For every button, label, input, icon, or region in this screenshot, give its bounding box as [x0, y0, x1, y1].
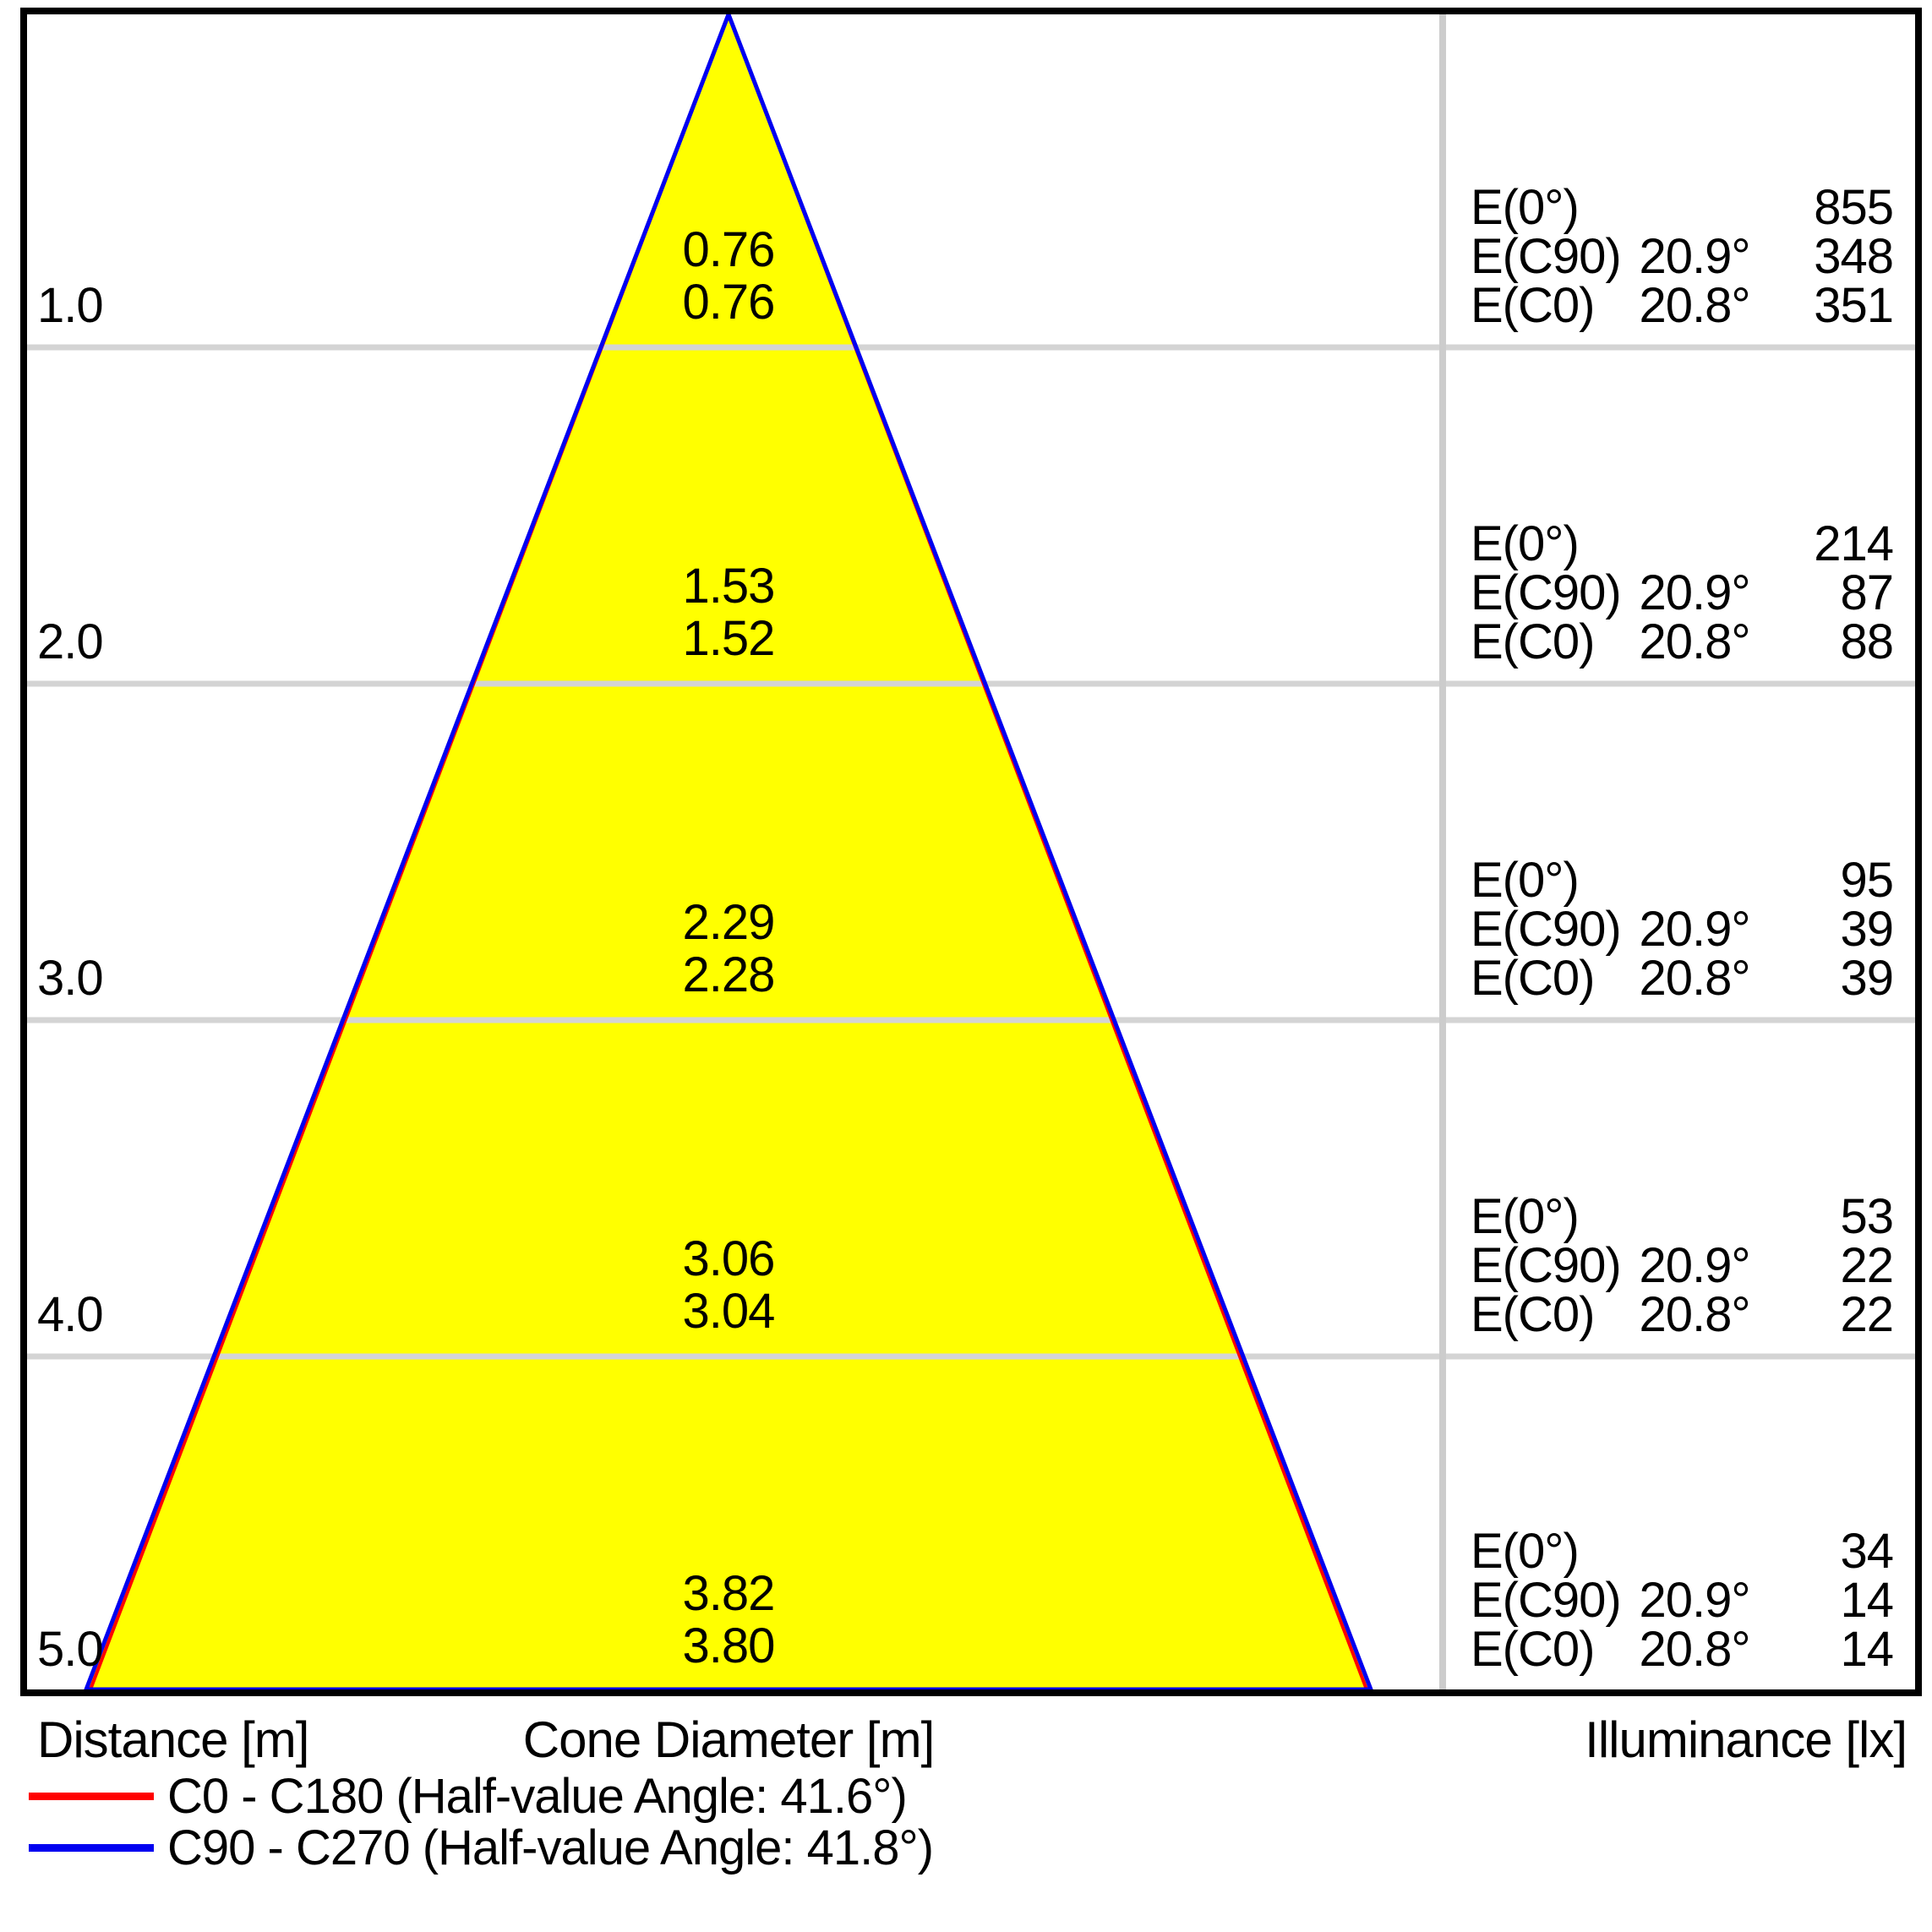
ec0-angle: 20.8°: [1639, 1622, 1750, 1677]
cone-diameter-values: 3.82 3.80: [475, 1568, 982, 1673]
ec90-value: 39: [1840, 902, 1894, 957]
ec0-angle: 20.8°: [1639, 278, 1750, 333]
ec90-line: E(C90) 20.9° 39: [1471, 902, 1894, 957]
ec90-line: E(C90) 20.9° 22: [1471, 1238, 1894, 1293]
distance-label: 2.0: [37, 614, 104, 669]
legend-label-c90-c270: C90 - C270 (Half-value Angle: 41.8°): [167, 1820, 934, 1875]
distance-label: 5.0: [37, 1622, 104, 1677]
ec90-value: 348: [1814, 229, 1894, 284]
e0-label: E(0°): [1471, 516, 1580, 571]
distance-label: 1.0: [37, 278, 104, 333]
e0-line: E(0°) 855: [1471, 180, 1894, 235]
illuminance-cell: E(0°) 53 E(C90) 20.9° 22 E(C0) 20.8° 22: [1471, 1189, 1894, 1342]
ec90-angle: 20.9°: [1639, 902, 1750, 957]
illuminance-cell: E(0°) 95 E(C90) 20.9° 39 E(C0) 20.8° 39: [1471, 853, 1894, 1006]
ec0-line: E(C0) 20.8° 88: [1471, 614, 1894, 669]
illuminance-cell: E(0°) 855 E(C90) 20.9° 348 E(C0) 20.8° 3…: [1471, 180, 1894, 333]
illuminance-axis-label: Illuminance [lx]: [1585, 1711, 1907, 1768]
e0-label: E(0°): [1471, 853, 1580, 908]
cone-diameter-c0-value: 2.28: [682, 947, 776, 1002]
ec0-line: E(C0) 20.8° 14: [1471, 1622, 1894, 1677]
ec90-value: 22: [1840, 1238, 1894, 1293]
distance-label: 3.0: [37, 951, 104, 1006]
e0-line: E(0°) 214: [1471, 516, 1894, 571]
e0-label: E(0°): [1471, 1524, 1580, 1579]
ec90-angle: 20.9°: [1639, 229, 1750, 284]
ec0-angle: 20.8°: [1639, 614, 1750, 669]
e0-value: 855: [1814, 180, 1894, 235]
ec0-value: 14: [1840, 1622, 1894, 1677]
legend-swatch-c0-c180: [29, 1793, 154, 1800]
ec90-label: E(C90): [1471, 565, 1622, 620]
distance-label: 4.0: [37, 1287, 104, 1342]
e0-label: E(0°): [1471, 180, 1580, 235]
legend-swatch-c90-c270: [29, 1844, 154, 1852]
e0-angle: [1631, 1527, 1758, 1576]
ec90-value: 87: [1840, 565, 1894, 620]
cone-diameter-values: 2.29 2.28: [475, 897, 982, 1001]
ec0-label: E(C0): [1471, 614, 1595, 669]
ec0-value: 351: [1814, 278, 1894, 333]
ec90-angle: 20.9°: [1639, 1573, 1750, 1628]
e0-line: E(0°) 34: [1471, 1524, 1894, 1579]
ec90-value: 14: [1840, 1573, 1894, 1628]
e0-label: E(0°): [1471, 1189, 1580, 1244]
illuminance-cell: E(0°) 34 E(C90) 20.9° 14 E(C0) 20.8° 14: [1471, 1524, 1894, 1677]
ec0-line: E(C0) 20.8° 39: [1471, 951, 1894, 1006]
e0-value: 34: [1840, 1524, 1894, 1579]
ec0-line: E(C0) 20.8° 351: [1471, 278, 1894, 333]
distance-axis-label: Distance [m]: [37, 1711, 309, 1768]
ec90-label: E(C90): [1471, 902, 1622, 957]
ec0-value: 39: [1840, 951, 1894, 1006]
legend-label-c0-c180: C0 - C180 (Half-value Angle: 41.6°): [167, 1769, 908, 1824]
e0-line: E(0°) 53: [1471, 1189, 1894, 1244]
ec0-label: E(C0): [1471, 951, 1595, 1006]
cone-diameter-c90-value: 1.53: [682, 559, 776, 614]
e0-value: 214: [1814, 516, 1894, 571]
ec0-label: E(C0): [1471, 278, 1595, 333]
ec90-label: E(C90): [1471, 1573, 1622, 1628]
cone-diameter-c0-value: 3.80: [682, 1618, 776, 1673]
ec90-line: E(C90) 20.9° 348: [1471, 229, 1894, 284]
ec90-line: E(C90) 20.9° 14: [1471, 1573, 1894, 1628]
cone-diameter-c0-value: 3.04: [682, 1284, 776, 1339]
e0-value: 95: [1840, 853, 1894, 908]
ec0-label: E(C0): [1471, 1287, 1595, 1342]
ec90-line: E(C90) 20.9° 87: [1471, 565, 1894, 620]
illuminance-cell: E(0°) 214 E(C90) 20.9° 87 E(C0) 20.8° 88: [1471, 516, 1894, 669]
cone-diameter-values: 0.76 0.76: [475, 224, 982, 329]
ec90-angle: 20.9°: [1639, 1238, 1750, 1293]
e0-value: 53: [1840, 1189, 1894, 1244]
cone-fill: [86, 14, 1371, 1689]
cone-diameter-values: 3.06 3.04: [475, 1233, 982, 1338]
cone-diameter-values: 1.53 1.52: [475, 560, 982, 665]
ec0-value: 22: [1840, 1287, 1894, 1342]
ec90-label: E(C90): [1471, 1238, 1622, 1293]
cone-diameter-c90-value: 3.82: [682, 1566, 776, 1621]
cone-diameter-c90-value: 3.06: [682, 1231, 776, 1286]
ec0-line: E(C0) 20.8° 22: [1471, 1287, 1894, 1342]
ec0-angle: 20.8°: [1639, 1287, 1750, 1342]
cone-diameter-c90-value: 2.29: [682, 895, 776, 950]
ec0-angle: 20.8°: [1639, 951, 1750, 1006]
ec0-value: 88: [1840, 614, 1894, 669]
ec0-label: E(C0): [1471, 1622, 1595, 1677]
ec90-angle: 20.9°: [1639, 565, 1750, 620]
cone-diameter-c0-value: 1.52: [682, 611, 776, 666]
e0-line: E(0°) 95: [1471, 853, 1894, 908]
ec90-label: E(C90): [1471, 229, 1622, 284]
cone-diameter-axis-label: Cone Diameter [m]: [522, 1711, 936, 1768]
cone-diameter-c90-value: 0.76: [682, 222, 776, 277]
cone-diameter-c0-value: 0.76: [682, 275, 776, 330]
